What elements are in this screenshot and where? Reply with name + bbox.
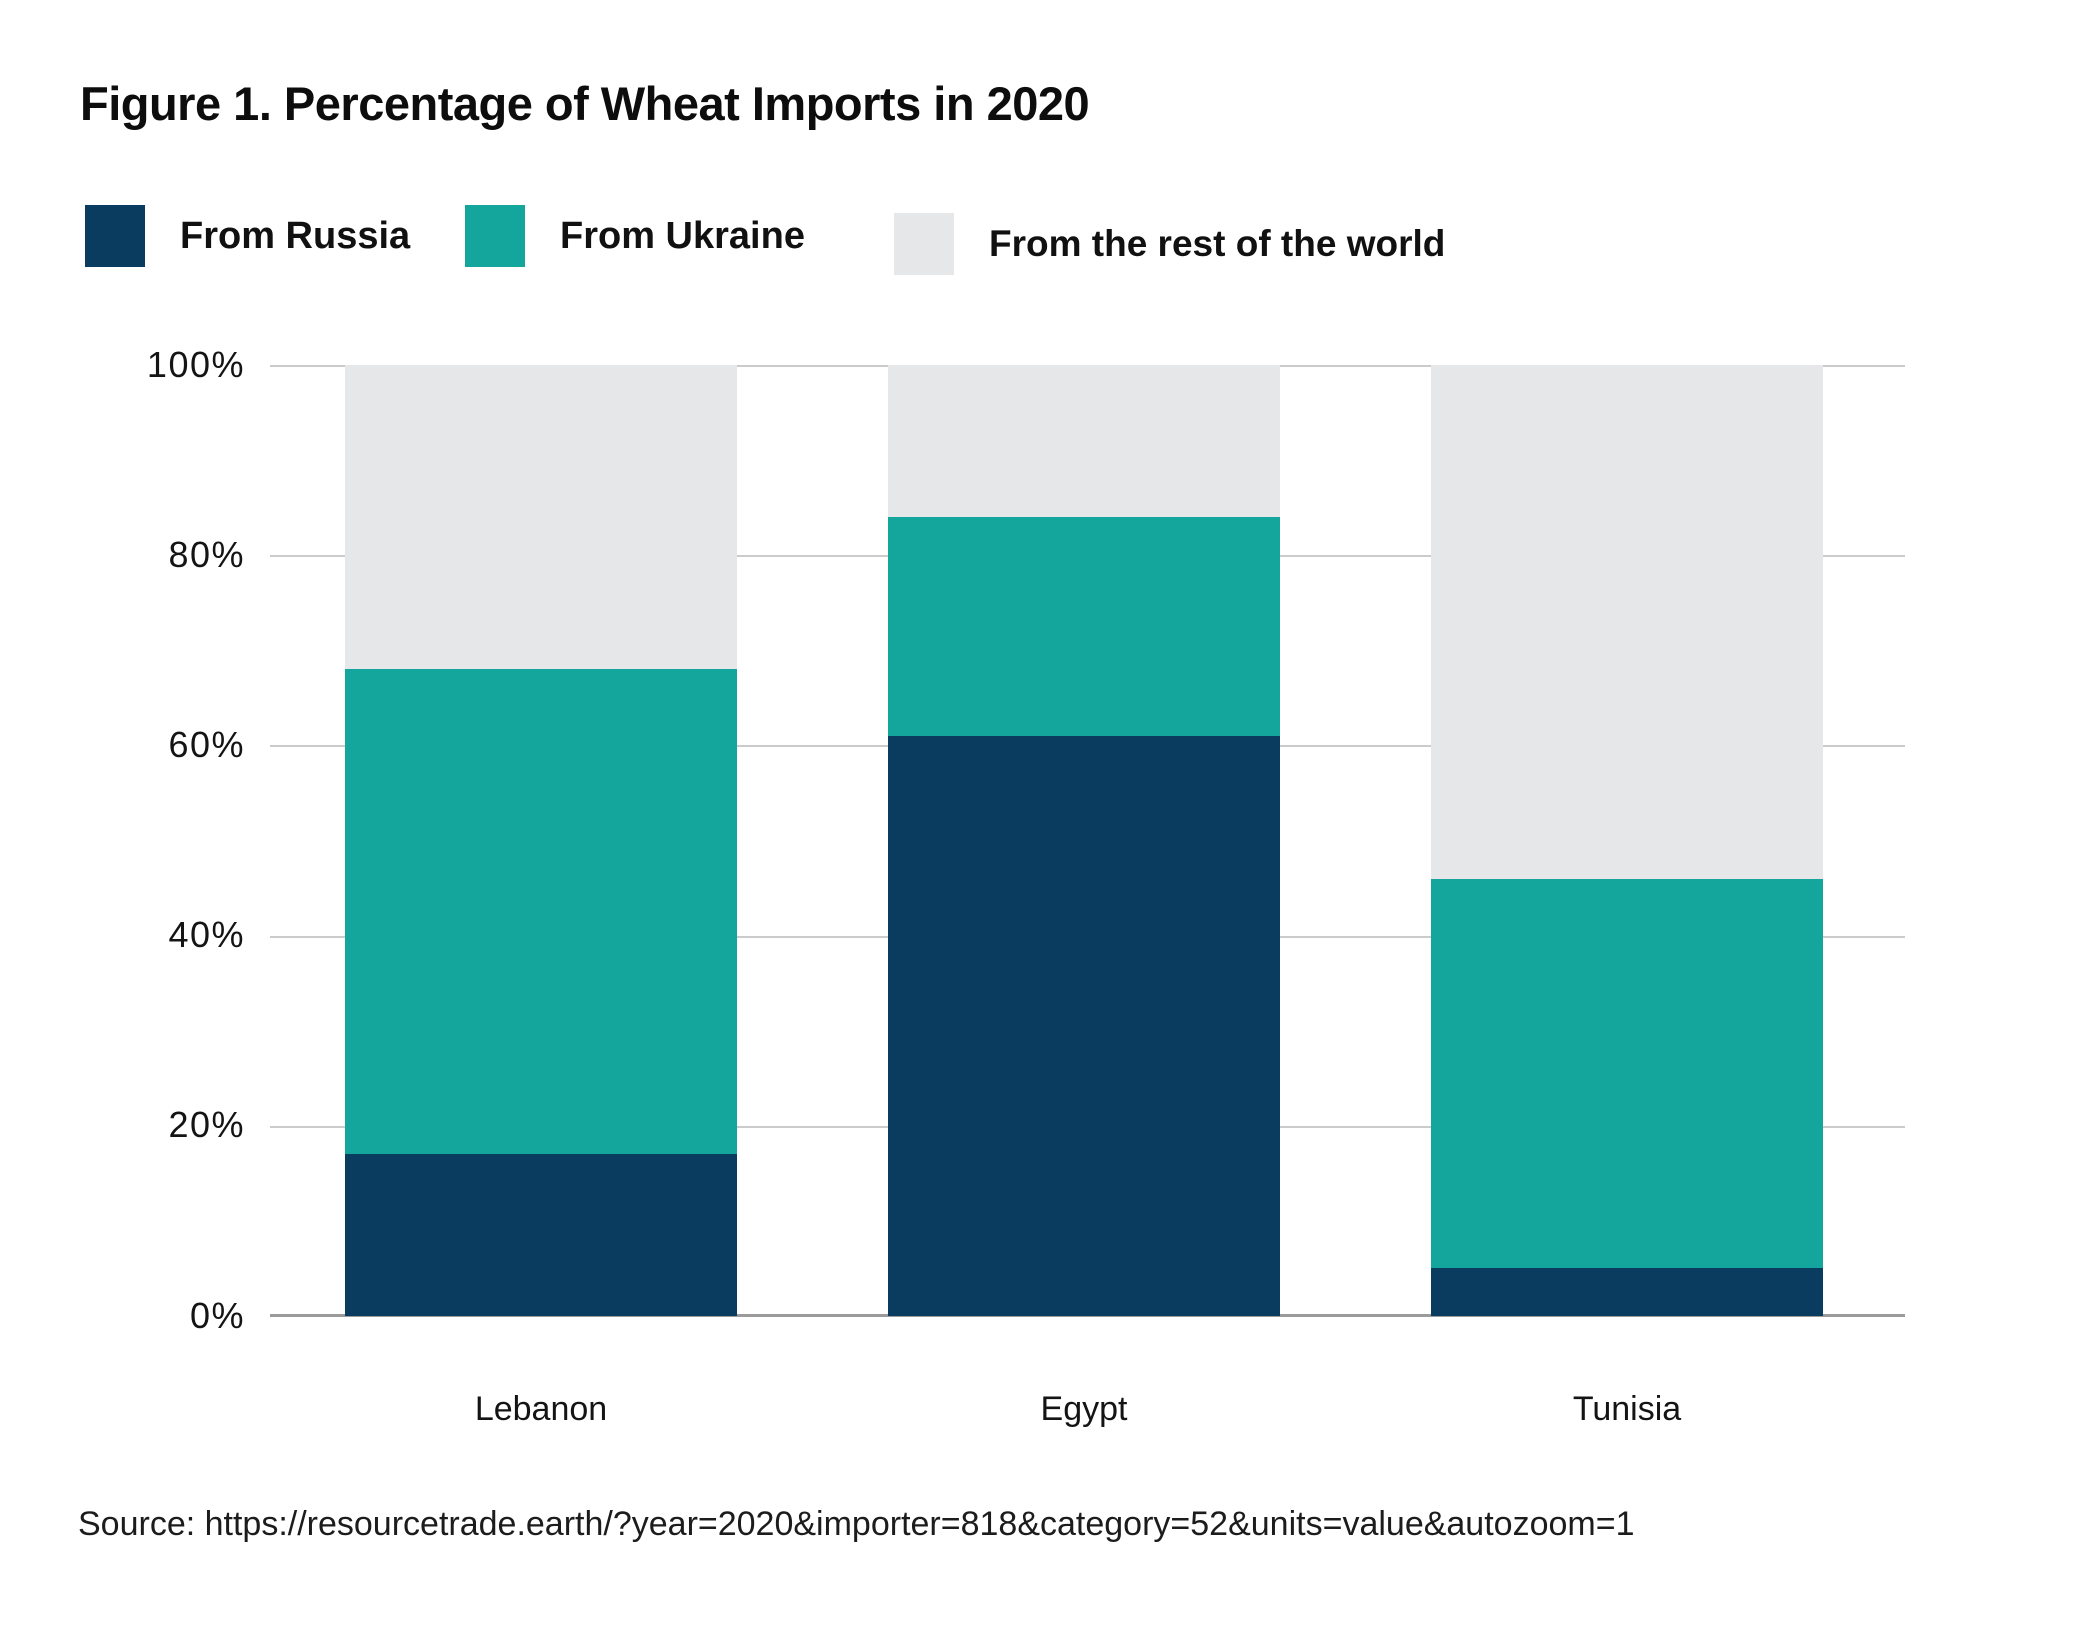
y-tick-20: 20% bbox=[168, 1104, 245, 1145]
bar-segment-lebanon bbox=[345, 669, 737, 1155]
y-tick-80: 80% bbox=[168, 534, 245, 575]
bar-segment-tunisia bbox=[1431, 1268, 1823, 1316]
y-tick-100: 100% bbox=[146, 344, 245, 385]
y-tick-60: 60% bbox=[168, 724, 245, 765]
legend-label-russia: From Russia bbox=[180, 215, 411, 257]
x-label-tunisia: Tunisia bbox=[1572, 1390, 1682, 1428]
legend-swatch-rest-of-world bbox=[894, 213, 954, 275]
bar-segment-egypt bbox=[888, 517, 1280, 736]
bar-tunisia bbox=[1431, 365, 1823, 1316]
bar-egypt bbox=[888, 365, 1280, 1316]
bar-segment-tunisia bbox=[1431, 878, 1823, 1269]
bar-segment-tunisia bbox=[1431, 365, 1823, 879]
x-label-egypt: Egypt bbox=[1040, 1390, 1128, 1428]
plot-area bbox=[270, 365, 1905, 1317]
legend-swatch-russia bbox=[85, 205, 145, 267]
figure-title: Figure 1. Percentage of Wheat Imports in… bbox=[80, 77, 1090, 130]
bar-segment-lebanon bbox=[345, 1154, 737, 1316]
legend-label-ukraine: From Ukraine bbox=[560, 215, 805, 257]
legend-swatch-ukraine bbox=[465, 205, 525, 267]
bar-segment-egypt bbox=[888, 735, 1280, 1316]
x-axis-labels: Lebanon Egypt Tunisia bbox=[270, 1390, 1905, 1436]
y-tick-40: 40% bbox=[168, 914, 245, 955]
source-text: Source: https://resourcetrade.earth/?yea… bbox=[78, 1505, 1635, 1543]
bar-segment-egypt bbox=[888, 365, 1280, 518]
y-tick-0: 0% bbox=[189, 1295, 245, 1336]
bar-segment-lebanon bbox=[345, 365, 737, 670]
bar-lebanon bbox=[345, 365, 737, 1316]
x-label-lebanon: Lebanon bbox=[474, 1390, 608, 1428]
legend-label-rest-of-world: From the rest of the world bbox=[989, 223, 1446, 264]
